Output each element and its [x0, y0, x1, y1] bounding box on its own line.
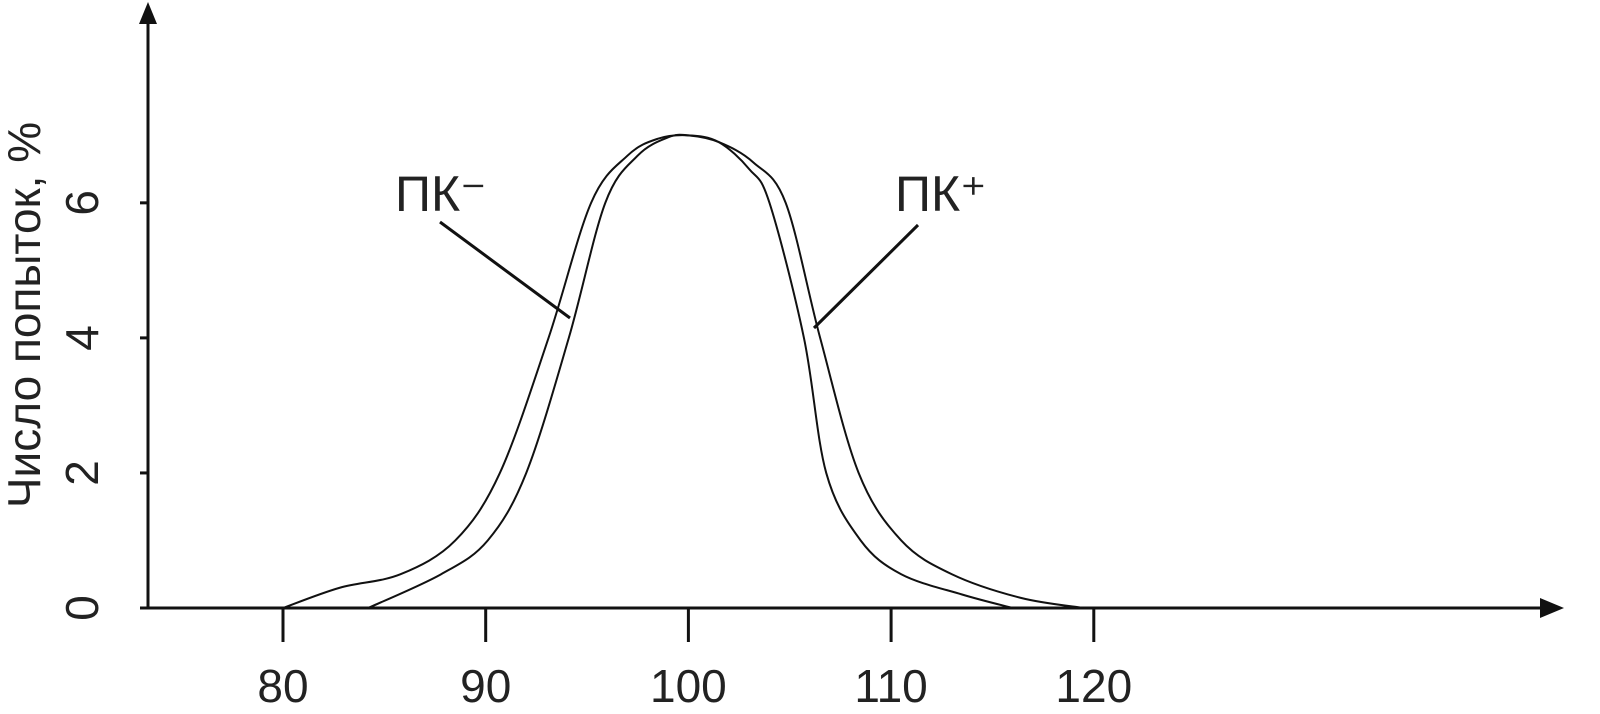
x-tick-label: 110: [854, 660, 927, 712]
x-axis-arrow: [1540, 598, 1564, 618]
annotation-leader: [812, 223, 920, 330]
x-tick-label: 100: [650, 660, 727, 712]
y-axis-arrow: [139, 2, 157, 24]
y-axis-label: Число попыток, %: [0, 122, 50, 508]
x-tick-label: 120: [1055, 660, 1132, 712]
x-tick-label: 80: [257, 660, 308, 712]
annotation-leader: [439, 220, 571, 320]
line-series: [367, 133, 1084, 609]
x-tick-label: 90: [460, 660, 511, 712]
annotation: ПК⁻: [395, 166, 486, 222]
annotation: ПК⁺: [895, 166, 986, 222]
y-tick-label: 6: [56, 190, 108, 216]
y-tick-label: 2: [56, 460, 108, 486]
y-tick-label: 4: [56, 325, 108, 351]
y-tick-label: 0: [56, 595, 108, 621]
